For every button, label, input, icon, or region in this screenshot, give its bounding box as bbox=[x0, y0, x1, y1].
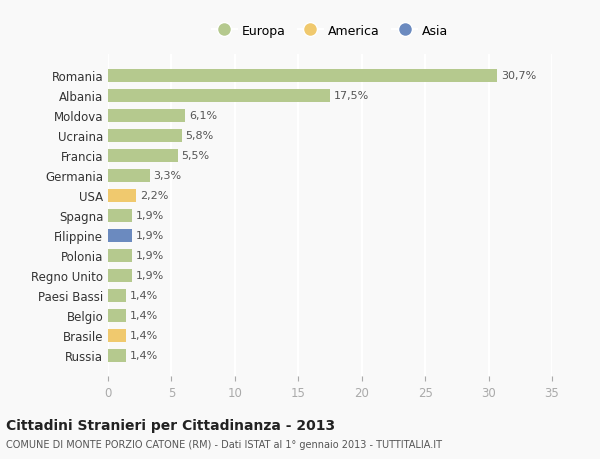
Bar bbox=[108, 209, 132, 222]
Text: Cittadini Stranieri per Cittadinanza - 2013: Cittadini Stranieri per Cittadinanza - 2… bbox=[6, 418, 335, 432]
Bar bbox=[108, 289, 126, 302]
Text: 5,8%: 5,8% bbox=[185, 131, 214, 141]
Bar bbox=[108, 189, 136, 202]
Text: 2,2%: 2,2% bbox=[140, 191, 168, 201]
Bar bbox=[108, 249, 132, 262]
Legend: Europa, America, Asia: Europa, America, Asia bbox=[206, 20, 454, 43]
Bar bbox=[108, 349, 126, 362]
Text: 1,9%: 1,9% bbox=[136, 251, 164, 261]
Text: 1,9%: 1,9% bbox=[136, 211, 164, 221]
Text: 1,9%: 1,9% bbox=[136, 270, 164, 280]
Text: 5,5%: 5,5% bbox=[182, 151, 210, 161]
Text: 17,5%: 17,5% bbox=[334, 91, 369, 101]
Text: 1,4%: 1,4% bbox=[130, 291, 158, 301]
Text: 1,9%: 1,9% bbox=[136, 231, 164, 241]
Text: 1,4%: 1,4% bbox=[130, 330, 158, 340]
Bar bbox=[108, 70, 497, 83]
Text: 3,3%: 3,3% bbox=[154, 171, 182, 181]
Bar bbox=[108, 169, 150, 182]
Bar bbox=[108, 110, 185, 123]
Text: 6,1%: 6,1% bbox=[189, 111, 217, 121]
Bar bbox=[108, 90, 330, 102]
Bar bbox=[108, 269, 132, 282]
Bar bbox=[108, 129, 182, 142]
Bar bbox=[108, 150, 178, 162]
Bar bbox=[108, 309, 126, 322]
Bar bbox=[108, 229, 132, 242]
Text: 30,7%: 30,7% bbox=[501, 71, 536, 81]
Bar bbox=[108, 329, 126, 342]
Text: 1,4%: 1,4% bbox=[130, 350, 158, 360]
Text: COMUNE DI MONTE PORZIO CATONE (RM) - Dati ISTAT al 1° gennaio 2013 - TUTTITALIA.: COMUNE DI MONTE PORZIO CATONE (RM) - Dat… bbox=[6, 440, 442, 449]
Text: 1,4%: 1,4% bbox=[130, 310, 158, 320]
